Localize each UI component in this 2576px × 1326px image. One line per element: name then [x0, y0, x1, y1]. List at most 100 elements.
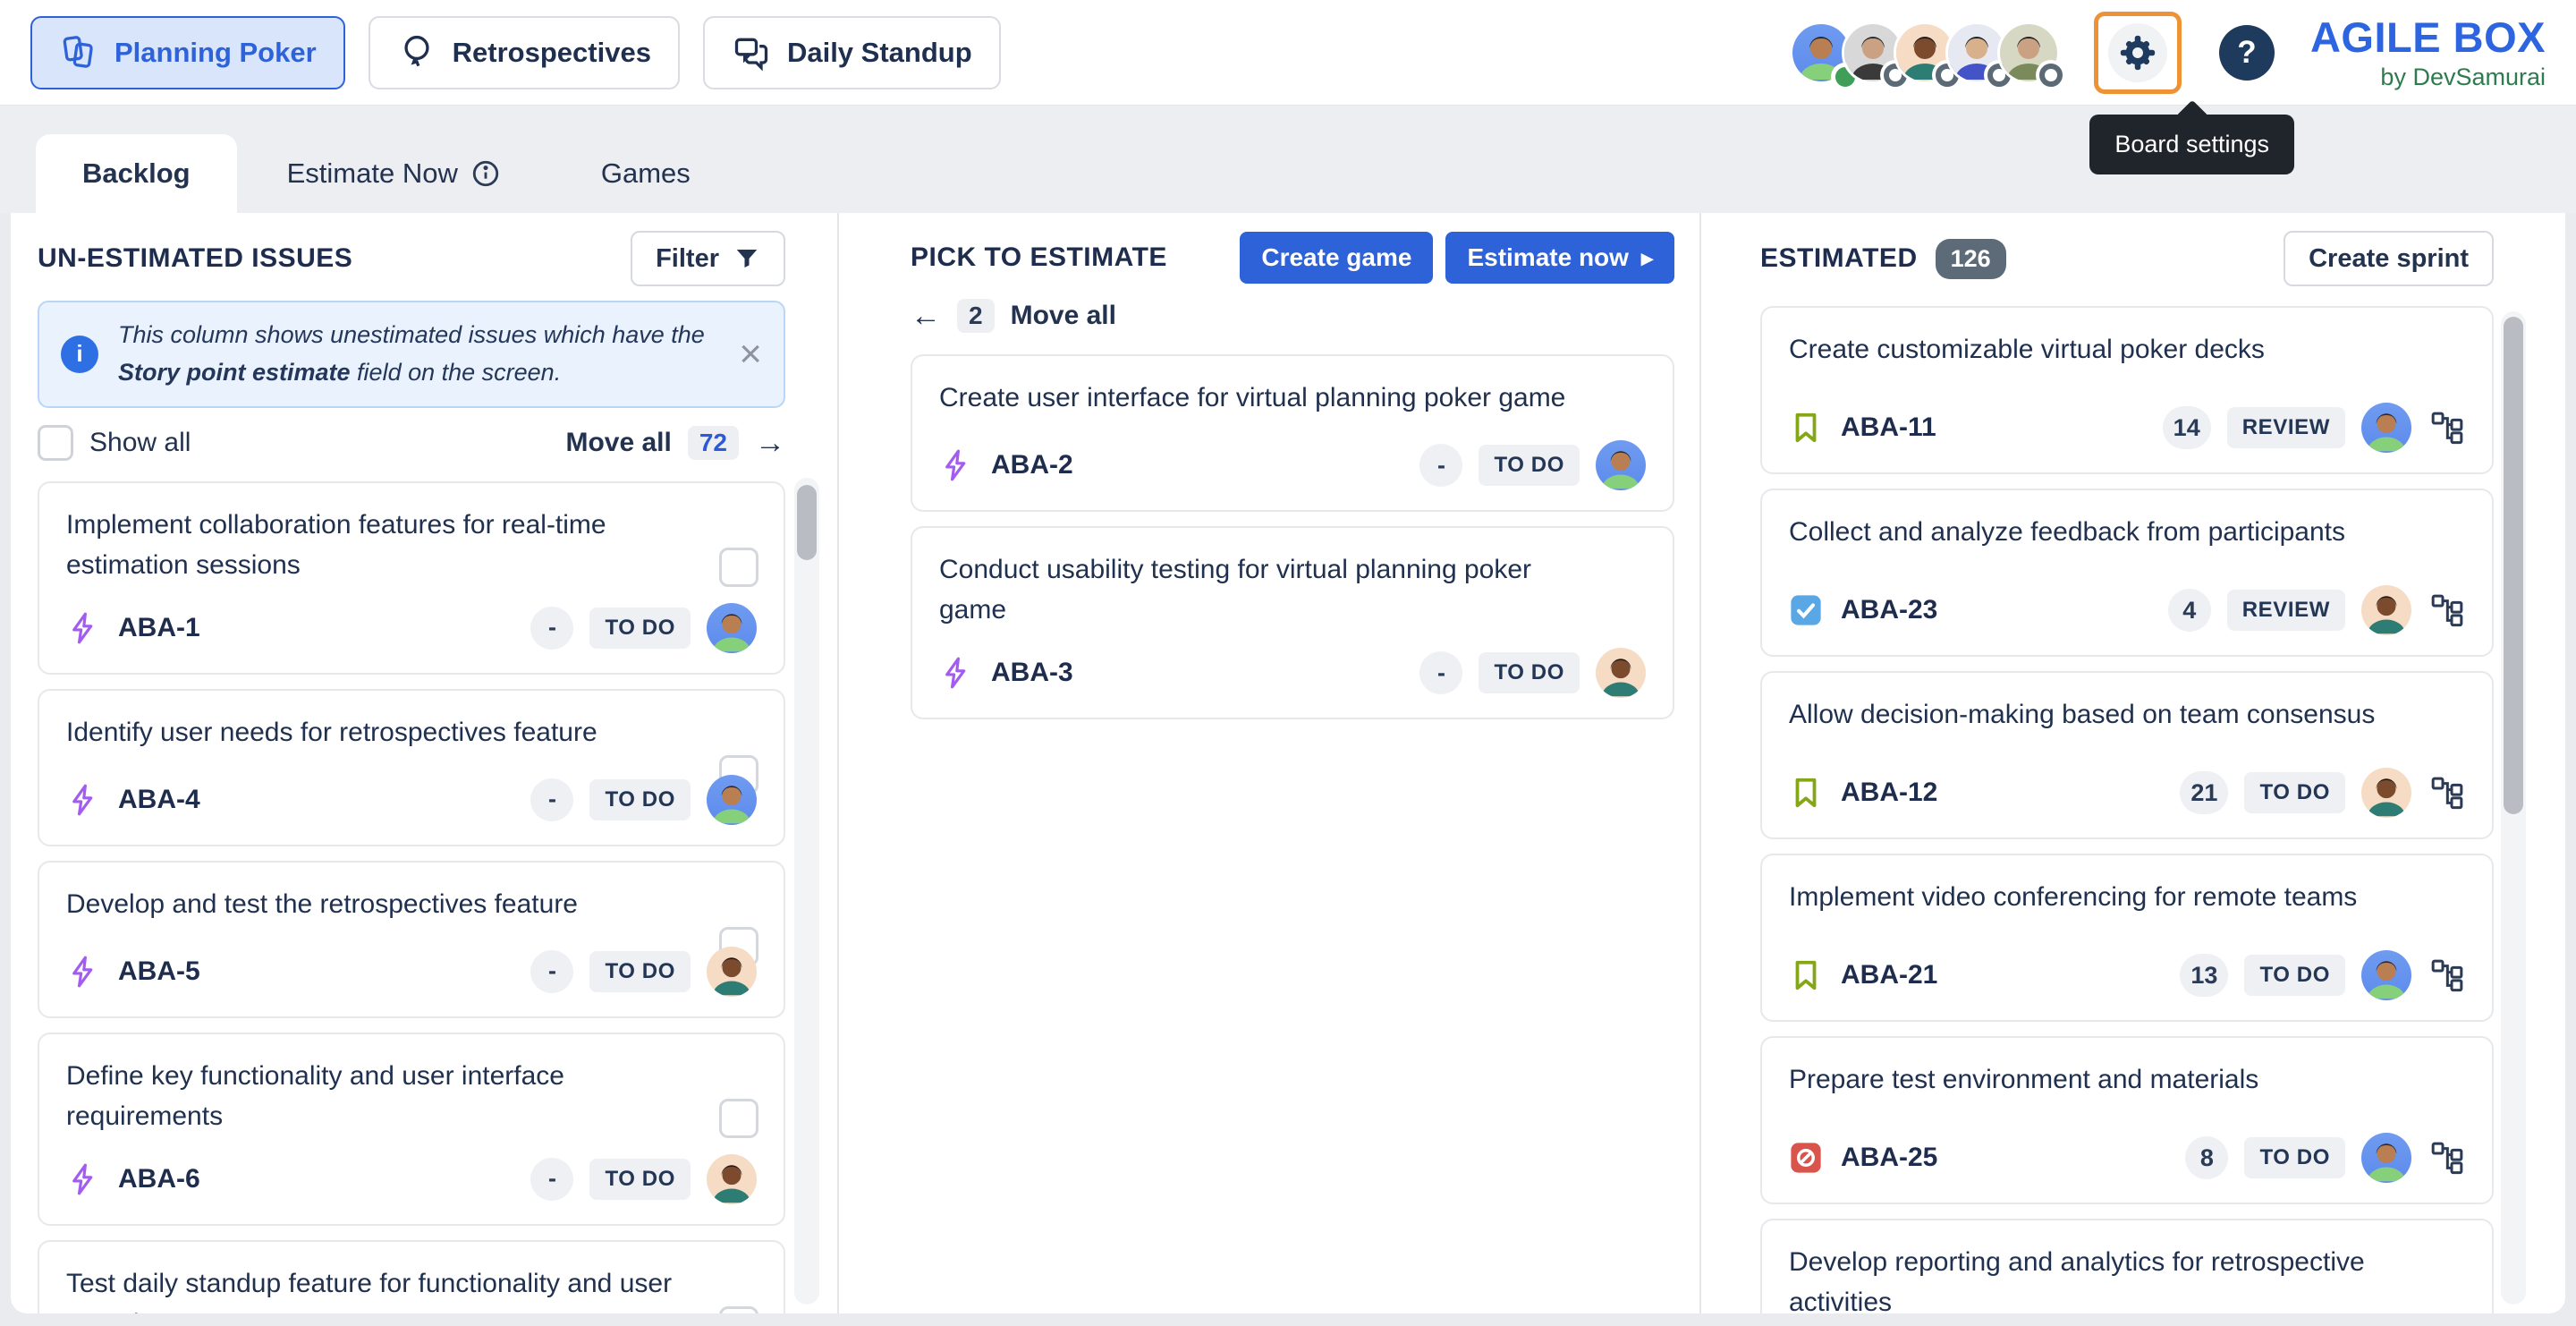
board-settings-tooltip: Board settings [2089, 115, 2294, 174]
issue-card[interactable]: Develop reporting and analytics for retr… [1760, 1219, 2494, 1313]
nav-planning-poker-button[interactable]: Planning Poker [30, 15, 345, 89]
assignee-avatar[interactable] [2361, 768, 2411, 818]
assignee-avatar[interactable] [2361, 950, 2411, 1000]
brand: AGILE BOX by DevSamurai [2310, 14, 2546, 90]
issue-title: Create customizable virtual poker decks [1789, 335, 2265, 364]
status-badge: TO DO [2244, 955, 2345, 996]
assignee-avatar[interactable] [707, 602, 757, 653]
assignee-avatar[interactable] [1596, 648, 1646, 698]
estimate-now-label: Estimate now [1467, 243, 1629, 271]
nav-label: Retrospectives [452, 36, 651, 68]
hierarchy-icon[interactable] [2429, 592, 2465, 628]
assignee-avatar[interactable] [707, 946, 757, 997]
issue-key: ABA-6 [118, 1163, 200, 1194]
presence-indicator [2038, 63, 2063, 87]
tab-games[interactable]: Games [551, 134, 741, 213]
filter-button[interactable]: Filter [631, 231, 785, 286]
bolt-icon [66, 1162, 100, 1196]
pick-count-badge: 2 [957, 299, 995, 333]
issue-key: ABA-12 [1841, 778, 1938, 807]
issue-title: Test daily standup feature for functiona… [66, 1268, 673, 1313]
move-all-label[interactable]: Move all [1010, 301, 1116, 330]
assignee-avatar[interactable] [707, 1153, 757, 1204]
issue-title: Implement video conferencing for remote … [1789, 882, 2358, 912]
hierarchy-icon[interactable] [2429, 1140, 2465, 1176]
nav-retrospectives-button[interactable]: Retrospectives [368, 15, 680, 89]
status-badge: REVIEW [2226, 590, 2345, 631]
issue-key: ABA-3 [991, 658, 1073, 687]
bolt-icon [939, 448, 973, 482]
show-all-checkbox[interactable] [38, 424, 73, 461]
story-points-badge: - [530, 606, 574, 650]
assignee-avatar[interactable] [1596, 440, 1646, 490]
unestimated-scrollbar[interactable] [794, 478, 819, 1305]
issue-card[interactable]: Conduct usability testing for virtual pl… [911, 526, 1674, 719]
tab-estimate-now[interactable]: Estimate Now [237, 134, 551, 213]
status-badge: REVIEW [2226, 407, 2345, 448]
assignee-avatar[interactable] [2361, 585, 2411, 635]
top-bar: Planning Poker Retrospectives Daily Stan… [0, 0, 2576, 174]
issue-card[interactable]: Create user interface for virtual planni… [911, 354, 1674, 512]
issue-card[interactable]: Prepare test environment and materials A… [1760, 1036, 2494, 1204]
user-avatar[interactable] [1841, 21, 1907, 87]
issue-card[interactable]: Develop and test the retrospectives feat… [38, 860, 785, 1018]
create-game-button[interactable]: Create game [1240, 232, 1434, 284]
issue-title: Allow decision-making based on team cons… [1789, 700, 2376, 729]
issue-card[interactable]: Test daily standup feature for functiona… [38, 1239, 785, 1313]
issue-card[interactable]: Define key functionality and user interf… [38, 1032, 785, 1226]
select-issue-checkbox[interactable] [719, 1305, 758, 1313]
issue-key: ABA-11 [1841, 412, 1936, 442]
bolt-icon [66, 611, 100, 645]
hierarchy-icon[interactable] [2429, 410, 2465, 446]
gear-icon [2107, 22, 2167, 82]
board-settings-button[interactable] [2093, 11, 2182, 94]
column-title: ESTIMATED [1760, 243, 1918, 273]
select-issue-checkbox[interactable] [719, 547, 758, 587]
user-avatar[interactable] [1945, 21, 2011, 87]
close-icon[interactable] [739, 335, 762, 374]
issue-key: ABA-23 [1841, 595, 1938, 625]
issue-card[interactable]: Allow decision-making based on team cons… [1760, 671, 2494, 839]
user-avatar[interactable] [1996, 21, 2063, 87]
issue-card[interactable]: Implement video conferencing for remote … [1760, 854, 2494, 1022]
arrow-right-icon [755, 428, 785, 458]
avatar-image [1895, 23, 1953, 81]
issue-key: ABA-1 [118, 612, 200, 642]
status-badge: TO DO [589, 1158, 691, 1200]
bolt-icon [66, 783, 100, 817]
status-badge: TO DO [2244, 772, 2345, 813]
status-badge: TO DO [1479, 652, 1580, 693]
assignee-avatar[interactable] [2361, 403, 2411, 453]
nav-label: Daily Standup [786, 36, 972, 68]
tab-backlog[interactable]: Backlog [36, 134, 237, 213]
hierarchy-icon[interactable] [2429, 957, 2465, 993]
move-all-count-badge: 72 [687, 425, 739, 460]
nav-label: Planning Poker [114, 36, 317, 68]
select-issue-checkbox[interactable] [719, 1098, 758, 1138]
estimate-now-button[interactable]: Estimate now [1445, 232, 1674, 284]
nav-daily-standup-button[interactable]: Daily Standup [702, 15, 1001, 89]
hierarchy-icon[interactable] [2429, 775, 2465, 811]
issue-card[interactable]: Create customizable virtual poker decks … [1760, 306, 2494, 474]
issue-key: ABA-5 [118, 956, 200, 986]
issue-title: Define key functionality and user interf… [66, 1060, 564, 1131]
banner-text: This column shows unestimated issues whi… [118, 321, 705, 386]
assignee-avatar[interactable] [2361, 1133, 2411, 1183]
info-banner: i This column shows unestimated issues w… [38, 301, 785, 408]
issue-card[interactable]: Identify user needs for retrospectives f… [38, 688, 785, 846]
issue-card[interactable]: Collect and analyze feedback from partic… [1760, 489, 2494, 657]
issue-card[interactable]: Implement collaboration features for rea… [38, 480, 785, 675]
assignee-avatar[interactable] [707, 774, 757, 825]
bolt-icon [939, 656, 973, 690]
tab-label: Estimate Now [286, 157, 458, 189]
column-unestimated: UN-ESTIMATED ISSUES Filter i This column… [11, 213, 839, 1313]
move-all-right-control[interactable]: Move all 72 [565, 425, 785, 460]
create-sprint-button[interactable]: Create sprint [2284, 231, 2494, 286]
arrow-left-icon[interactable] [911, 301, 941, 331]
help-button[interactable]: ? [2218, 24, 2275, 81]
story-points-badge: - [530, 949, 574, 993]
status-badge: TO DO [589, 950, 691, 992]
estimated-scrollbar[interactable] [2501, 311, 2526, 1305]
balloon-icon [404, 35, 429, 66]
question-mark-icon: ? [2237, 34, 2257, 70]
